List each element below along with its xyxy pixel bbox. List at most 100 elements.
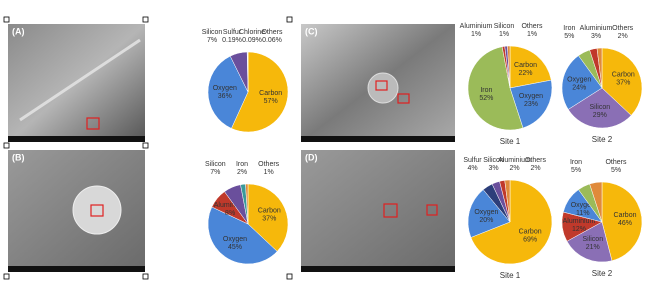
- slice-label: Others: [258, 161, 280, 168]
- slice-label: Others: [605, 159, 627, 166]
- site-label: Site 1: [500, 271, 521, 280]
- slice-label: Carbon: [259, 90, 282, 97]
- slice-label: Chlorine: [239, 29, 265, 36]
- slice-value: 3%: [591, 33, 601, 40]
- slice-value: 36%: [218, 93, 232, 100]
- slice-label: Oxygen: [474, 209, 498, 216]
- panel-label: (A): [12, 26, 25, 36]
- slice-value: 46%: [618, 220, 632, 227]
- pie-slice: [247, 183, 289, 252]
- slice-value: 2%: [509, 165, 519, 172]
- slice-label: Others: [521, 23, 543, 30]
- handle: [142, 142, 149, 149]
- slice-value: 5%: [564, 33, 574, 40]
- slice-label: Iron: [236, 161, 248, 168]
- slice-label: Oxygen: [571, 202, 595, 209]
- slice-label: Iron: [570, 159, 582, 166]
- fiber: [19, 38, 141, 122]
- pie-slice: [467, 46, 524, 131]
- slice-label: Others: [525, 157, 547, 164]
- particle: [367, 72, 399, 104]
- handle: [3, 142, 10, 149]
- pie-slice: [470, 179, 553, 265]
- panel-label: (D): [305, 152, 318, 162]
- slice-value: 57%: [264, 98, 278, 105]
- slice-label: Sulfur: [223, 29, 242, 36]
- slice-value: 7%: [207, 37, 217, 44]
- sem-image-d: [301, 150, 455, 272]
- slice-label: Others: [261, 29, 283, 36]
- slice-value: 37%: [262, 216, 276, 223]
- marker: [397, 93, 410, 104]
- handle: [286, 273, 293, 280]
- slice-value: 1%: [499, 31, 509, 38]
- pie-slice: [507, 45, 511, 89]
- slice-value: 24%: [572, 84, 586, 91]
- slice-value: 23%: [524, 101, 538, 108]
- slice-value: 2%: [237, 169, 247, 176]
- slice-label: Carbon: [519, 229, 542, 236]
- marker: [375, 80, 388, 91]
- slice-value: 1%: [527, 31, 537, 38]
- particle: [72, 185, 122, 235]
- marker: [426, 204, 438, 216]
- slice-value: 5%: [571, 167, 581, 174]
- pie-slice: [467, 189, 511, 238]
- slice-value: 37%: [616, 80, 630, 87]
- slice-label: Silicon: [205, 161, 226, 168]
- slice-label: Silicon: [202, 29, 223, 36]
- handle: [286, 16, 293, 23]
- pie-slice: [601, 47, 643, 116]
- handle: [3, 273, 10, 280]
- slice-label: Iron: [480, 87, 492, 94]
- slice-label: Carbon: [258, 208, 281, 215]
- slice-value: 69%: [523, 237, 537, 244]
- slice-value: 11%: [576, 210, 590, 217]
- slice-value: 2%: [530, 165, 540, 172]
- info-bar: [301, 136, 455, 142]
- slice-label: Oxygen: [519, 93, 543, 100]
- marker: [86, 117, 100, 130]
- slice-label: Aluminium: [580, 25, 613, 32]
- pie-slice: [589, 181, 603, 223]
- slice-value: 0.06%: [262, 37, 282, 44]
- pie-slice: [566, 221, 613, 263]
- slice-value: 21%: [586, 244, 600, 251]
- slice-label: Others: [612, 25, 634, 32]
- slice-label: Sulfur: [463, 157, 482, 164]
- pie-slice: [509, 79, 553, 129]
- pie-slice: [601, 181, 643, 262]
- pie-slice: [509, 45, 552, 89]
- slice-label: Aluminium: [563, 218, 596, 225]
- site-label: Site 2: [592, 135, 613, 144]
- slice-label: Silicon: [582, 236, 603, 243]
- slice-label: Carbon: [614, 212, 637, 219]
- slice-label: Aluminium: [460, 23, 493, 30]
- pie-slice: [561, 55, 603, 110]
- sem-images: [8, 24, 455, 272]
- selection-handles: [3, 16, 293, 280]
- panel-label: (B): [12, 152, 25, 162]
- pie-slice: [207, 55, 249, 129]
- marker: [90, 204, 104, 217]
- pie-slice: [596, 47, 603, 89]
- pie-slice: [567, 87, 632, 129]
- site-label: Site 2: [592, 269, 613, 278]
- info-bar: [8, 136, 145, 142]
- site-label: Site 1: [500, 137, 521, 146]
- slice-value: 29%: [593, 112, 607, 119]
- slice-value: 12%: [572, 226, 586, 233]
- slice-label: Aluminium: [214, 202, 247, 209]
- slice-label: Iron: [563, 25, 575, 32]
- slice-value: 2%: [618, 33, 628, 40]
- handle: [142, 273, 149, 280]
- slice-value: 45%: [228, 244, 242, 251]
- slice-value: 20%: [479, 217, 493, 224]
- pie-slice: [207, 206, 278, 265]
- pie-slice: [504, 179, 511, 223]
- slice-value: 1%: [471, 31, 481, 38]
- slice-value: 3%: [488, 165, 498, 172]
- pie-slice: [245, 183, 249, 225]
- slice-value: 7%: [210, 169, 220, 176]
- slice-value: 22%: [519, 70, 533, 77]
